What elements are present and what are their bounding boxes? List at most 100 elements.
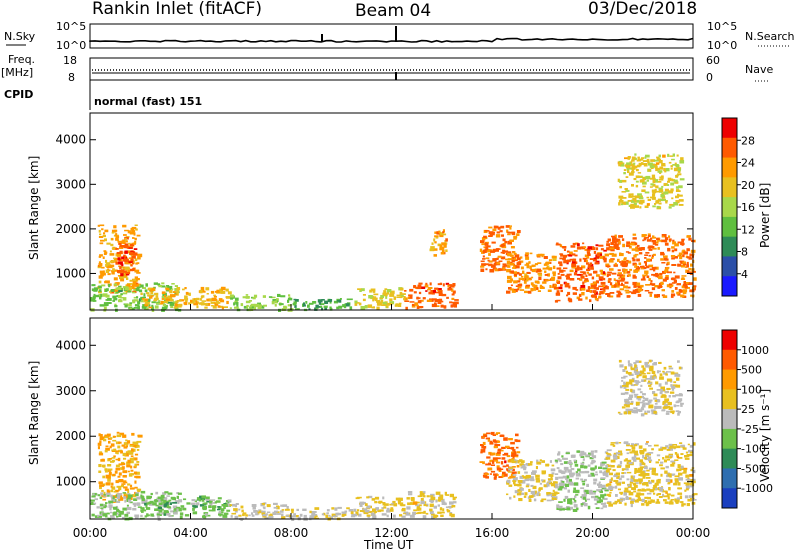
echo-cell — [505, 225, 510, 228]
echo-cell — [677, 360, 680, 363]
echo-cell — [576, 265, 580, 269]
echo-cell — [381, 304, 386, 306]
echo-cell — [619, 252, 622, 256]
echo-cell — [140, 507, 145, 510]
echo-cell — [418, 291, 422, 295]
echo-cell — [161, 296, 166, 299]
echo-cell — [661, 409, 666, 412]
echo-cell — [241, 509, 244, 513]
echo-cell — [678, 289, 682, 293]
scatter-region — [97, 224, 143, 294]
echo-cell — [552, 271, 556, 275]
echo-cell — [201, 499, 205, 502]
echo-cell — [480, 240, 485, 244]
echo-cell — [642, 393, 646, 396]
echo-cell — [627, 167, 633, 170]
echo-cell — [123, 254, 126, 258]
echo-cell — [600, 281, 606, 285]
echo-cell — [483, 434, 488, 437]
echo-cell — [619, 261, 622, 263]
echo-cell — [430, 246, 435, 250]
echo-cell — [606, 275, 609, 278]
echo-cell — [624, 391, 629, 395]
echo-cell — [184, 295, 188, 299]
echo-cell — [508, 287, 512, 290]
echo-cell — [126, 506, 132, 511]
echo-cell — [678, 204, 684, 206]
echo-cell — [102, 513, 107, 517]
y-tick-label: 1000 — [55, 475, 86, 489]
echo-cell — [586, 248, 591, 252]
echo-cell — [573, 482, 579, 486]
echo-cell — [127, 287, 133, 291]
echo-cell — [507, 471, 512, 473]
freq-trace — [92, 69, 690, 80]
echo-cell — [482, 255, 485, 258]
echo-cell — [98, 255, 102, 258]
echo-cell — [539, 284, 543, 289]
echo-cell — [156, 512, 160, 515]
echo-cell — [302, 508, 307, 511]
echo-cell — [157, 499, 162, 502]
echo-cell — [616, 294, 621, 298]
echo-cell — [619, 163, 625, 167]
echo-cell — [648, 405, 654, 409]
echo-cell — [154, 508, 159, 511]
echo-cell — [112, 299, 115, 302]
echo-cell — [148, 501, 152, 505]
echo-cell — [113, 490, 117, 493]
echo-cell — [424, 284, 429, 288]
echo-cell — [124, 250, 128, 254]
echo-cell — [101, 272, 106, 276]
echo-cell — [131, 230, 136, 233]
echo-cell — [613, 238, 618, 240]
echo-cell — [590, 283, 594, 286]
echo-cell — [116, 434, 122, 438]
echo-cell — [659, 282, 662, 286]
echo-cell — [210, 499, 216, 501]
echo-cell — [153, 297, 159, 300]
echo-cell — [684, 489, 687, 492]
echo-cell — [510, 284, 513, 287]
echo-cell — [282, 504, 288, 507]
echo-cell — [492, 460, 495, 464]
echo-cell — [449, 284, 455, 288]
echo-cell — [625, 408, 630, 411]
echo-cell — [223, 306, 228, 308]
echo-cell — [651, 472, 656, 475]
echo-cell — [178, 499, 183, 503]
echo-cell — [631, 498, 635, 501]
echo-cell — [302, 304, 306, 307]
echo-cell — [623, 497, 625, 501]
echo-cell — [610, 477, 613, 481]
echo-cell — [581, 287, 586, 291]
echo-cell — [125, 250, 131, 254]
echo-cell — [681, 446, 685, 448]
echo-cell — [564, 469, 567, 473]
echo-cell — [98, 470, 102, 473]
echo-cell — [663, 372, 668, 375]
echo-cell — [444, 244, 447, 248]
echo-cell — [608, 259, 614, 263]
echo-cell — [511, 231, 516, 236]
echo-cell — [599, 255, 605, 259]
echo-cell — [158, 285, 163, 288]
echo-cell — [436, 305, 440, 307]
echo-cell — [435, 237, 439, 239]
echo-cell — [652, 164, 658, 168]
echo-cell — [564, 284, 569, 288]
echo-cell — [482, 441, 486, 446]
echo-cell — [145, 283, 148, 287]
echo-cell — [638, 401, 644, 404]
echo-cell — [534, 490, 537, 494]
echo-cell — [644, 290, 650, 292]
echo-cell — [358, 302, 362, 306]
echo-cell — [500, 251, 504, 254]
echo-cell — [127, 459, 131, 464]
echo-cell — [449, 513, 453, 517]
echo-cell — [613, 452, 617, 455]
echo-cell — [639, 480, 642, 485]
echo-cell — [129, 307, 132, 310]
echo-cell — [423, 510, 426, 514]
echo-cell — [537, 491, 540, 494]
